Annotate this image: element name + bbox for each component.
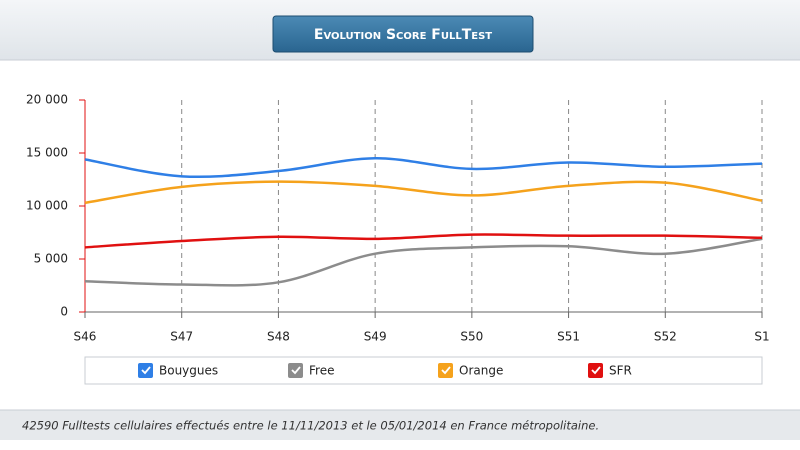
legend-check — [291, 366, 301, 375]
y-tick-label: 10 000 — [26, 199, 68, 213]
legend-checkbox[interactable] — [588, 363, 603, 378]
legend-label[interactable]: Free — [309, 364, 334, 378]
y-tick-label: 15 000 — [26, 146, 68, 160]
x-tick-label: S49 — [364, 330, 387, 344]
legend-checkbox[interactable] — [288, 363, 303, 378]
legend-checkbox[interactable] — [438, 363, 453, 378]
legend-label[interactable]: Orange — [459, 364, 503, 378]
line-series — [84, 180, 763, 205]
x-tick-label: S52 — [654, 330, 677, 344]
legend-check — [141, 366, 151, 375]
line-series — [84, 233, 763, 249]
x-tick-label: S47 — [170, 330, 193, 344]
y-tick-label: 20 000 — [26, 93, 68, 107]
x-tick-label: S51 — [557, 330, 580, 344]
legend-label[interactable]: SFR — [609, 364, 632, 378]
legend-label[interactable]: Bouygues — [159, 364, 218, 378]
legend — [84, 356, 763, 385]
x-tick-label: S48 — [267, 330, 290, 344]
line-series — [84, 237, 763, 287]
legend-checkbox[interactable] — [138, 363, 153, 378]
footer — [0, 410, 800, 440]
x-tick-label: S46 — [74, 330, 97, 344]
legend-check — [591, 366, 601, 375]
x-tick-label: S1 — [754, 330, 769, 344]
y-tick-label: 5 000 — [34, 252, 68, 266]
line-series — [84, 157, 763, 179]
x-tick-label: S50 — [460, 330, 483, 344]
legend-check — [441, 366, 451, 375]
footnote: 42590 Fulltests cellulaires effectués en… — [22, 419, 599, 433]
title-button — [272, 15, 534, 53]
chart-title: Evolution Score FullTest — [314, 27, 492, 43]
y-tick-label: 0 — [60, 305, 68, 319]
